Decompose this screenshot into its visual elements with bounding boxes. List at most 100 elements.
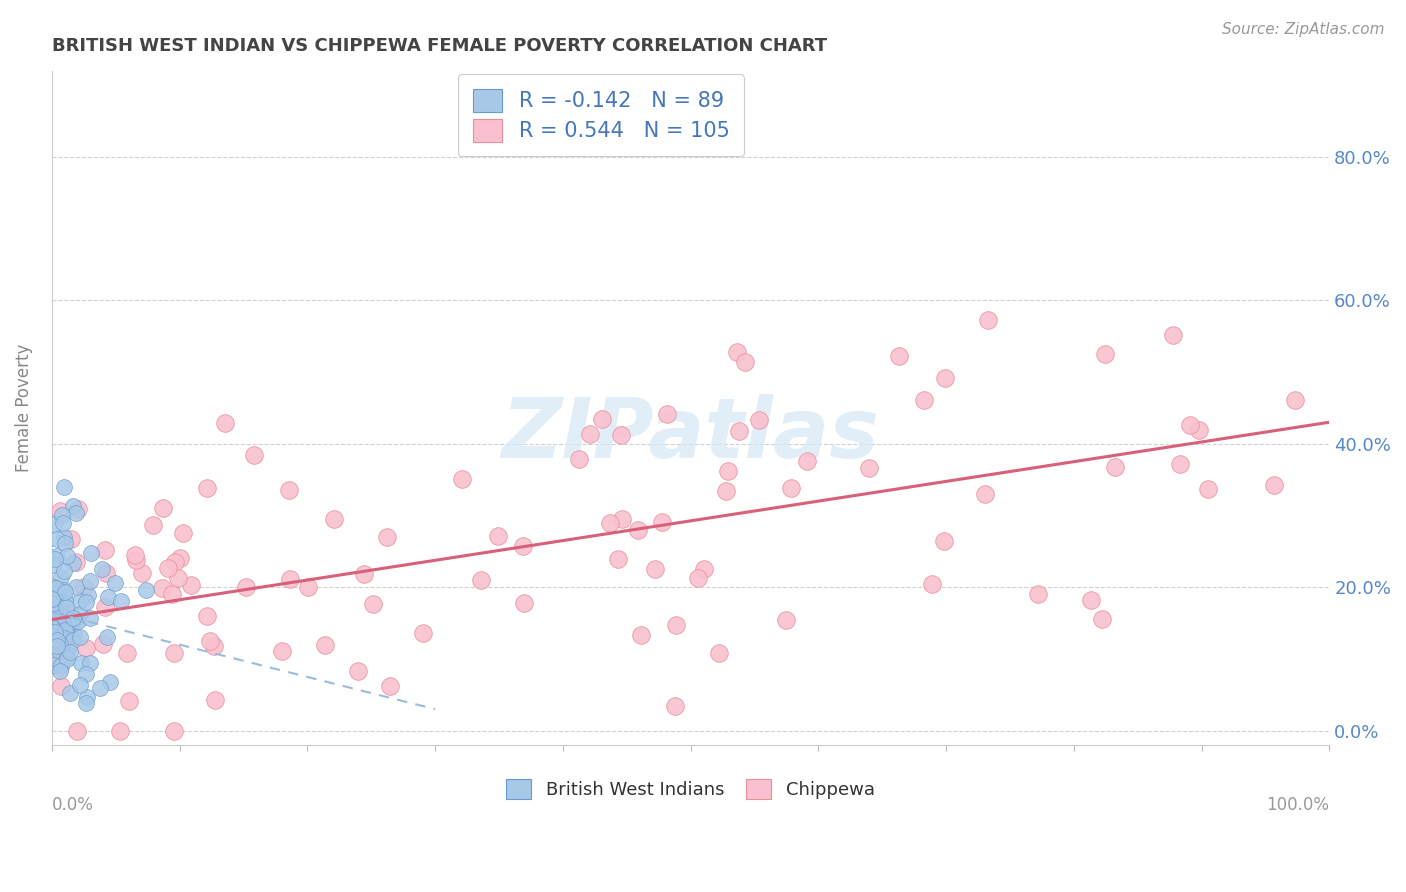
Point: [48, 583, 70, 598]
Point: [512, 596, 534, 610]
Point: [202, 639, 225, 653]
Point: [42, 517, 65, 532]
Point: [45, 532, 67, 546]
Text: BRITISH WEST INDIAN VS CHIPPEWA FEMALE POVERTY CORRELATION CHART: BRITISH WEST INDIAN VS CHIPPEWA FEMALE P…: [52, 37, 827, 55]
Point: [49, 504, 72, 518]
Point: [235, 581, 257, 595]
Point: [91, 637, 114, 651]
Point: [934, 371, 956, 385]
Point: [156, 561, 179, 575]
Point: [42, 605, 65, 619]
Point: [67, 614, 90, 628]
Point: [56, 549, 79, 563]
Point: [51, 596, 73, 610]
Point: [1091, 612, 1114, 626]
Point: [51, 679, 73, 693]
Point: [167, 571, 190, 585]
Point: [46, 549, 69, 564]
Point: [80, 546, 103, 560]
Point: [163, 555, 186, 569]
Point: [163, 646, 186, 660]
Point: [76, 690, 98, 705]
Point: [297, 581, 319, 595]
Point: [314, 638, 336, 652]
Point: [42, 657, 65, 672]
Point: [44, 625, 66, 640]
Point: [52, 516, 75, 531]
Point: [48, 629, 70, 643]
Point: [97, 591, 120, 605]
Point: [486, 528, 509, 542]
Point: [56, 652, 79, 666]
Point: [204, 692, 226, 706]
Point: [921, 576, 943, 591]
Point: [62, 633, 84, 648]
Point: [592, 411, 614, 425]
Point: [51, 658, 73, 673]
Point: [664, 699, 686, 714]
Point: [451, 472, 474, 486]
Point: [60, 615, 83, 630]
Point: [41, 558, 63, 572]
Point: [79, 611, 101, 625]
Point: [45, 628, 67, 642]
Point: [172, 526, 194, 541]
Text: Source: ZipAtlas.com: Source: ZipAtlas.com: [1222, 22, 1385, 37]
Point: [49, 591, 72, 605]
Point: [512, 539, 534, 553]
Point: [693, 562, 716, 576]
Point: [163, 723, 186, 738]
Point: [243, 448, 266, 462]
Point: [49, 637, 72, 651]
Point: [96, 630, 118, 644]
Point: [375, 530, 398, 544]
Point: [599, 516, 621, 531]
Point: [1080, 593, 1102, 607]
Point: [198, 633, 221, 648]
Point: [651, 515, 673, 529]
Point: [346, 664, 368, 678]
Point: [52, 617, 75, 632]
Point: [44, 596, 66, 610]
Point: [44, 593, 66, 607]
Point: [53, 624, 76, 638]
Point: [644, 562, 666, 576]
Point: [44, 589, 66, 603]
Point: [49, 660, 72, 674]
Point: [69, 678, 91, 692]
Point: [56, 650, 79, 665]
Point: [270, 644, 292, 658]
Point: [63, 627, 86, 641]
Point: [150, 581, 173, 595]
Point: [69, 607, 91, 621]
Point: [630, 628, 652, 642]
Point: [627, 523, 650, 537]
Point: [108, 723, 131, 738]
Point: [98, 675, 121, 690]
Point: [135, 583, 157, 598]
Point: [58, 645, 80, 659]
Point: [62, 499, 84, 513]
Point: [51, 639, 73, 653]
Point: [94, 542, 117, 557]
Point: [65, 580, 87, 594]
Point: [322, 512, 344, 526]
Point: [609, 427, 631, 442]
Point: [1178, 418, 1201, 433]
Point: [195, 481, 218, 495]
Point: [688, 571, 710, 585]
Point: [79, 656, 101, 670]
Point: [1188, 423, 1211, 437]
Point: [49, 617, 72, 632]
Point: [378, 679, 401, 693]
Point: [51, 508, 73, 522]
Point: [52, 564, 75, 578]
Point: [1026, 586, 1049, 600]
Point: [1094, 347, 1116, 361]
Point: [48, 609, 70, 624]
Point: [49, 595, 72, 609]
Point: [169, 550, 191, 565]
Point: [610, 512, 633, 526]
Point: [607, 552, 630, 566]
Point: [124, 549, 146, 563]
